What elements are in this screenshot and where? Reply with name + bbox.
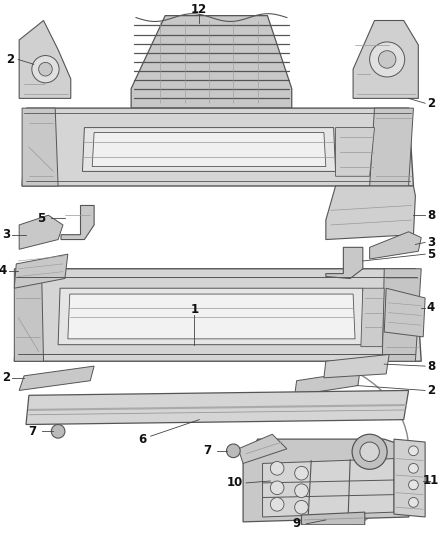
Polygon shape (370, 108, 413, 186)
Text: 1: 1 (191, 303, 198, 316)
Text: 5: 5 (427, 248, 435, 261)
Polygon shape (131, 15, 292, 108)
Text: 7: 7 (203, 445, 211, 457)
Text: 2: 2 (427, 97, 435, 110)
Circle shape (39, 62, 52, 76)
Text: 3: 3 (427, 236, 435, 249)
Circle shape (295, 466, 308, 480)
Circle shape (270, 497, 284, 511)
Text: 4: 4 (0, 264, 7, 277)
Polygon shape (262, 458, 394, 517)
Text: 2: 2 (427, 384, 435, 397)
Text: 7: 7 (28, 425, 36, 438)
Polygon shape (14, 269, 43, 361)
Polygon shape (370, 232, 421, 259)
Polygon shape (22, 108, 413, 186)
Polygon shape (238, 434, 287, 464)
Polygon shape (394, 439, 425, 517)
Text: 4: 4 (427, 301, 435, 314)
Text: 11: 11 (423, 474, 438, 488)
Polygon shape (19, 20, 71, 99)
Circle shape (51, 424, 65, 438)
Polygon shape (326, 186, 415, 239)
Polygon shape (353, 20, 418, 99)
Circle shape (378, 51, 396, 68)
Circle shape (32, 55, 59, 83)
Circle shape (370, 42, 405, 77)
Circle shape (360, 442, 379, 462)
Text: 8: 8 (427, 209, 435, 222)
Circle shape (409, 464, 418, 473)
Circle shape (409, 480, 418, 490)
Polygon shape (14, 269, 421, 361)
Circle shape (409, 497, 418, 507)
Text: 5: 5 (37, 212, 46, 224)
Text: 10: 10 (227, 477, 244, 489)
Polygon shape (295, 371, 360, 395)
Circle shape (226, 444, 240, 458)
Polygon shape (92, 133, 326, 166)
Text: 2: 2 (6, 53, 14, 66)
Polygon shape (384, 288, 425, 337)
Circle shape (295, 484, 308, 497)
Text: 8: 8 (427, 360, 435, 373)
Polygon shape (19, 215, 63, 249)
Text: 12: 12 (191, 3, 208, 17)
Polygon shape (326, 247, 363, 278)
Circle shape (270, 481, 284, 495)
Polygon shape (324, 354, 389, 378)
Polygon shape (336, 127, 374, 176)
Text: 2: 2 (3, 372, 11, 384)
Polygon shape (19, 366, 94, 391)
Polygon shape (26, 391, 409, 424)
Polygon shape (58, 288, 365, 345)
Polygon shape (301, 512, 365, 525)
Polygon shape (243, 439, 413, 522)
Circle shape (409, 446, 418, 456)
Circle shape (295, 500, 308, 514)
Text: 9: 9 (293, 518, 301, 530)
Text: 3: 3 (3, 228, 11, 241)
Polygon shape (14, 254, 68, 288)
Circle shape (352, 434, 387, 469)
Polygon shape (22, 108, 58, 186)
Polygon shape (61, 206, 94, 239)
Text: 6: 6 (139, 433, 147, 446)
Polygon shape (82, 127, 336, 172)
Polygon shape (361, 288, 384, 346)
Polygon shape (68, 294, 355, 339)
Circle shape (270, 462, 284, 475)
Polygon shape (382, 269, 421, 361)
